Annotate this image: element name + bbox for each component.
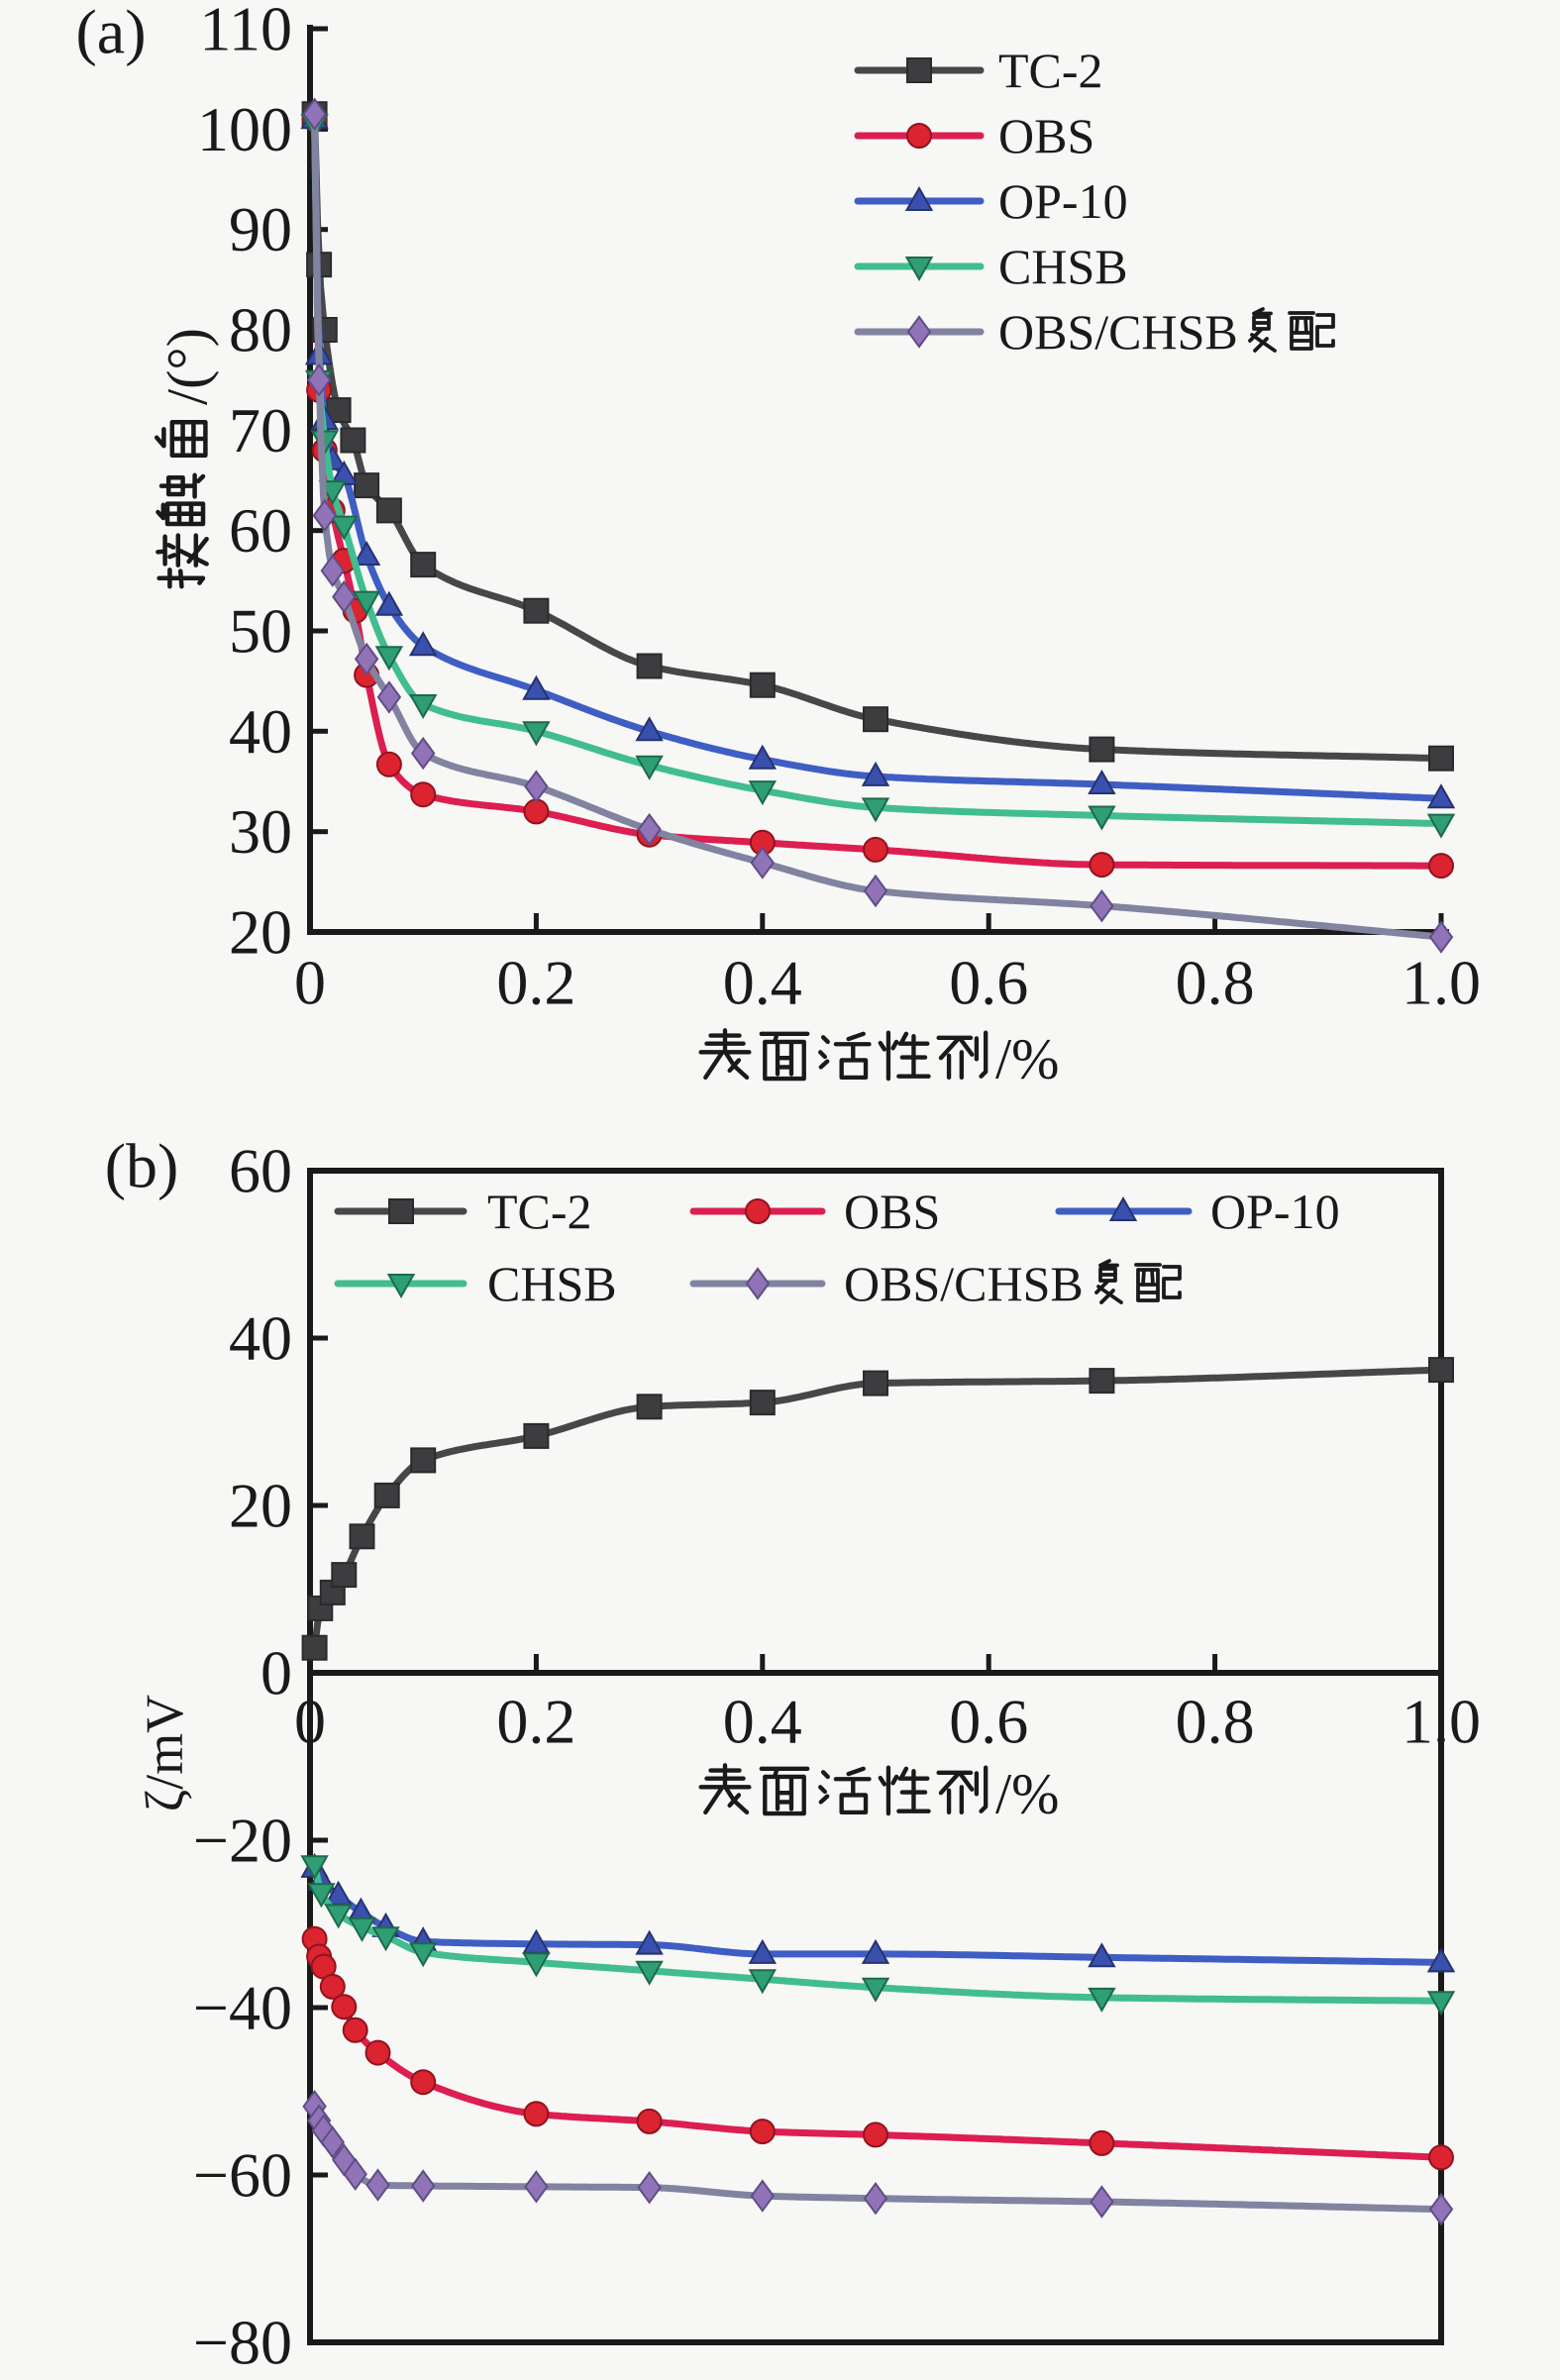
- svg-text:TC-2: TC-2: [487, 1184, 592, 1239]
- svg-text:40: 40: [229, 1303, 292, 1374]
- svg-text:40: 40: [229, 696, 292, 767]
- svg-text:20: 20: [229, 1471, 292, 1541]
- svg-text:TC-2: TC-2: [998, 43, 1103, 98]
- svg-text:60: 60: [229, 1136, 292, 1206]
- svg-text:0.2: 0.2: [496, 948, 575, 1018]
- svg-text:60: 60: [229, 495, 292, 566]
- svg-text:0.6: 0.6: [949, 1687, 1028, 1757]
- svg-text:CHSB: CHSB: [998, 239, 1128, 294]
- svg-text:−80: −80: [193, 2308, 292, 2378]
- svg-text:−20: −20: [193, 1806, 292, 1876]
- svg-text:0.8: 0.8: [1176, 948, 1255, 1018]
- svg-text:OBS/CHSB: OBS/CHSB: [844, 1256, 1084, 1311]
- svg-text:90: 90: [229, 194, 292, 264]
- svg-text:−40: −40: [193, 1973, 292, 2043]
- svg-text:20: 20: [229, 897, 292, 968]
- svg-text:0.4: 0.4: [723, 1687, 802, 1757]
- svg-text:/%: /%: [995, 1762, 1059, 1826]
- svg-text:0: 0: [294, 1687, 326, 1757]
- svg-text:0.2: 0.2: [496, 1687, 575, 1757]
- svg-text:1.0: 1.0: [1402, 1687, 1481, 1757]
- svg-text:OP-10: OP-10: [1210, 1184, 1340, 1239]
- svg-text:(b): (b): [105, 1131, 179, 1201]
- svg-text:/(°): /(°): [156, 328, 220, 405]
- svg-text:0: 0: [260, 1638, 292, 1708]
- svg-text:0.8: 0.8: [1176, 1687, 1255, 1757]
- svg-text:ζ/mV: ζ/mV: [135, 1695, 194, 1811]
- svg-text:110: 110: [199, 0, 292, 64]
- svg-text:/%: /%: [995, 1027, 1059, 1091]
- svg-text:OBS/CHSB: OBS/CHSB: [998, 304, 1238, 360]
- svg-text:70: 70: [229, 395, 292, 466]
- svg-text:30: 30: [229, 796, 292, 867]
- svg-text:0: 0: [294, 948, 326, 1018]
- svg-text:100: 100: [197, 94, 292, 164]
- svg-text:−60: −60: [193, 2140, 292, 2211]
- svg-text:0.4: 0.4: [723, 948, 802, 1018]
- svg-text:0.6: 0.6: [949, 948, 1028, 1018]
- svg-text:OBS: OBS: [844, 1184, 940, 1239]
- svg-text:CHSB: CHSB: [487, 1256, 617, 1311]
- svg-text:OBS: OBS: [998, 108, 1094, 163]
- svg-text:50: 50: [229, 596, 292, 667]
- svg-text:(a): (a): [75, 0, 146, 67]
- svg-text:OP-10: OP-10: [998, 173, 1128, 229]
- svg-text:1.0: 1.0: [1402, 948, 1481, 1018]
- svg-text:80: 80: [229, 295, 292, 365]
